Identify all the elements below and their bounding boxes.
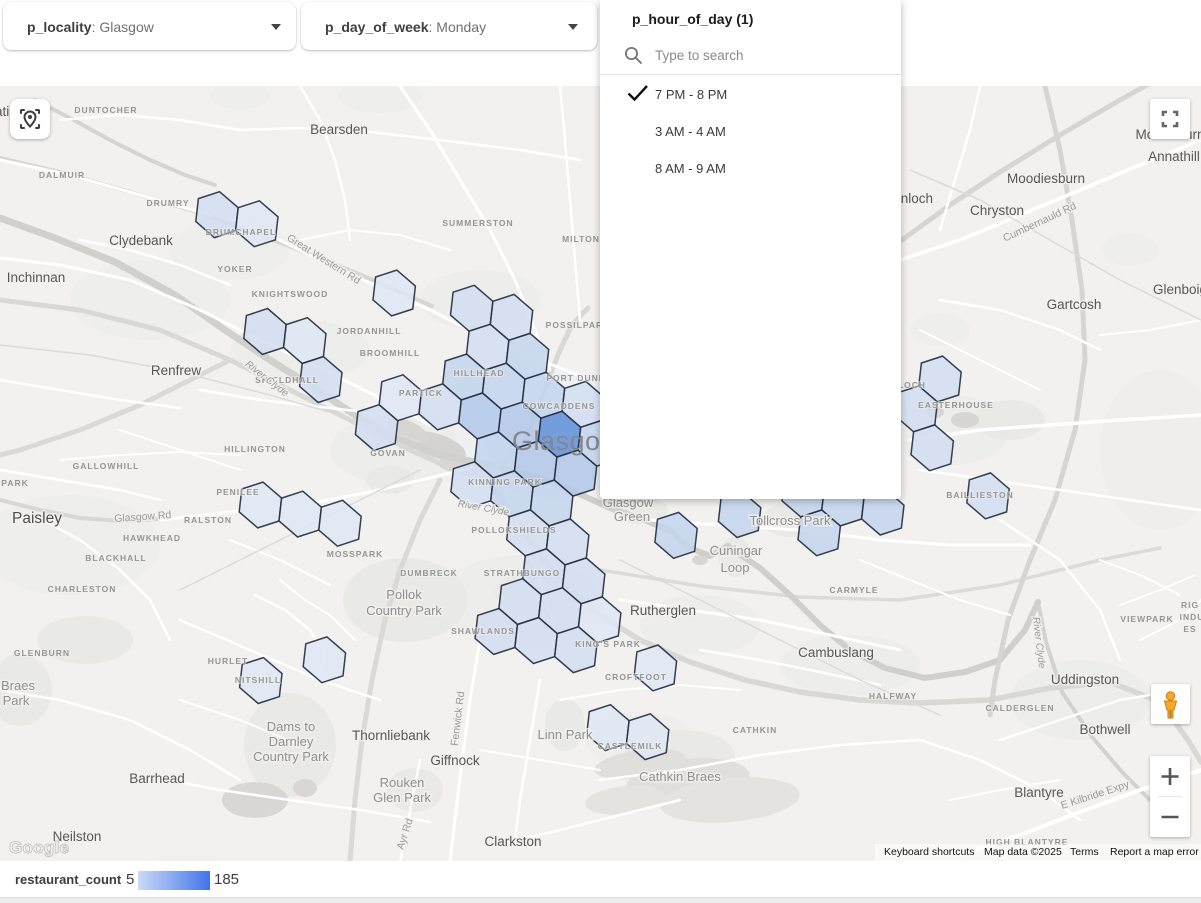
svg-text:CHARLESTON: CHARLESTON (48, 584, 117, 594)
svg-text:Country Park: Country Park (366, 603, 442, 618)
svg-text:DRUMCHAPEL: DRUMCHAPEL (206, 227, 276, 237)
svg-text:Country Park: Country Park (253, 749, 329, 764)
svg-text:KING'S PARK: KING'S PARK (575, 639, 641, 649)
svg-text:YOKER: YOKER (217, 264, 252, 274)
svg-text:Renfrew: Renfrew (151, 363, 202, 378)
svg-text:Uddingston: Uddingston (1051, 672, 1119, 687)
svg-text:HILLHEAD: HILLHEAD (454, 368, 505, 378)
svg-text:Inchinnan: Inchinnan (7, 270, 66, 285)
svg-text:Cuningar: Cuningar (710, 543, 763, 558)
svg-text:INDU: INDU (1180, 612, 1201, 622)
svg-text:PENILEE: PENILEE (216, 487, 259, 497)
svg-text:PARTICK: PARTICK (399, 388, 443, 398)
svg-text:CATHKIN: CATHKIN (733, 725, 778, 735)
svg-text:Thornliebank: Thornliebank (352, 728, 430, 743)
svg-text:Blantyre: Blantyre (1014, 785, 1064, 800)
svg-text:CROFTFOOT: CROFTFOOT (605, 672, 667, 682)
svg-text:STRATHBUNGO: STRATHBUNGO (484, 568, 560, 578)
svg-text:BLACKHALL: BLACKHALL (85, 553, 146, 563)
svg-text:MILTON: MILTON (562, 234, 600, 244)
svg-text:GLENBURN: GLENBURN (14, 648, 70, 658)
svg-text:COWCADDENS: COWCADDENS (523, 401, 596, 411)
svg-text:HALFWAY: HALFWAY (869, 691, 917, 701)
svg-text:DALMUIR: DALMUIR (39, 170, 85, 180)
svg-text:ES: ES (1183, 624, 1196, 634)
svg-text:Tollcross Park: Tollcross Park (750, 513, 831, 528)
svg-text:Bearsden: Bearsden (310, 122, 368, 137)
svg-text:Rouken: Rouken (380, 775, 425, 790)
svg-text:Green: Green (614, 509, 650, 524)
svg-text:POLLOKSHIELDS: POLLOKSHIELDS (471, 525, 556, 535)
svg-text:CALDERGLEN: CALDERGLEN (985, 703, 1054, 713)
svg-text:Cambuslang: Cambuslang (798, 645, 874, 660)
svg-text:Moodiesburn: Moodiesburn (1007, 171, 1085, 186)
svg-text:DRUMRY: DRUMRY (147, 198, 190, 208)
svg-text:DUMBRECK: DUMBRECK (400, 568, 458, 578)
svg-text:SHIELDHALL: SHIELDHALL (255, 375, 319, 385)
svg-text:POSSILPARK: POSSILPARK (546, 320, 611, 330)
svg-text:Clarkston: Clarkston (484, 834, 541, 849)
svg-text:E PARK: E PARK (0, 478, 29, 488)
svg-text:ati: ati (0, 104, 9, 119)
svg-text:KNIGHTSWOOD: KNIGHTSWOOD (252, 289, 329, 299)
svg-text:Paisley: Paisley (12, 510, 62, 527)
svg-text:Glen Park: Glen Park (373, 790, 431, 805)
svg-text:Barrhead: Barrhead (129, 771, 185, 786)
svg-text:CARMYLE: CARMYLE (829, 585, 878, 595)
svg-text:DUNTOCHER: DUNTOCHER (74, 105, 137, 115)
svg-text:RIG: RIG (1181, 600, 1199, 610)
svg-text:Park: Park (3, 693, 30, 708)
svg-text:Chryston: Chryston (970, 203, 1024, 218)
svg-text:SUMMERSTON: SUMMERSTON (442, 218, 513, 228)
svg-text:Giffnock: Giffnock (430, 753, 480, 768)
svg-text:RALSTON: RALSTON (184, 515, 232, 525)
svg-text:HAWKHEAD: HAWKHEAD (123, 533, 181, 543)
svg-text:Braes: Braes (1, 678, 35, 693)
svg-text:CASTLEMILK: CASTLEMILK (598, 741, 663, 751)
svg-text:SHAWLANDS: SHAWLANDS (451, 626, 515, 636)
svg-text:Linn Park: Linn Park (538, 727, 593, 742)
svg-text:GOVAN: GOVAN (370, 448, 406, 458)
svg-text:BAILLIESTON: BAILLIESTON (946, 490, 1014, 500)
svg-text:Gartcosh: Gartcosh (1047, 297, 1102, 312)
svg-text:NITSHILL: NITSHILL (235, 675, 281, 685)
svg-text:JORDANHILL: JORDANHILL (337, 326, 402, 336)
svg-text:Darnley: Darnley (269, 734, 314, 749)
svg-text:Neilston: Neilston (53, 829, 102, 844)
svg-text:Rutherglen: Rutherglen (630, 603, 696, 618)
svg-text:Dams to: Dams to (267, 719, 315, 734)
svg-text:GALLOWHILL: GALLOWHILL (73, 461, 140, 471)
svg-text:MOSSPARK: MOSSPARK (327, 549, 384, 559)
svg-text:Loop: Loop (721, 560, 750, 575)
svg-text:Pollok: Pollok (386, 587, 422, 602)
svg-text:KINNING PARK: KINNING PARK (468, 477, 542, 487)
svg-text:VIEWPARK: VIEWPARK (1120, 614, 1173, 624)
svg-text:HURLET: HURLET (208, 656, 248, 666)
svg-text:Annathill: Annathill (1148, 149, 1200, 164)
svg-text:Clydebank: Clydebank (109, 233, 173, 248)
svg-text:Glenboig: Glenboig (1153, 282, 1201, 297)
svg-text:BROOMHILL: BROOMHILL (360, 348, 420, 358)
svg-text:Bothwell: Bothwell (1079, 722, 1130, 737)
svg-text:Cathkin Braes: Cathkin Braes (639, 769, 721, 784)
svg-text:Glasgow Rd: Glasgow Rd (114, 509, 172, 525)
svg-text:HILLINGTON: HILLINGTON (224, 444, 286, 454)
svg-text:EASTERHOUSE: EASTERHOUSE (918, 400, 994, 410)
